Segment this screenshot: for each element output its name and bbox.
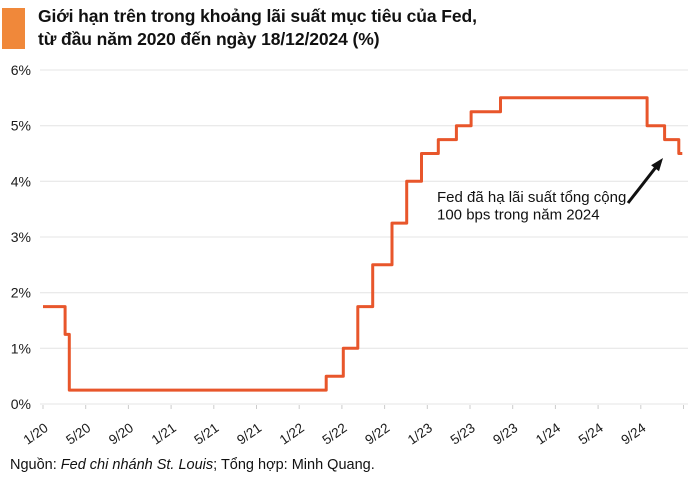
x-axis-label: 5/21: [191, 420, 221, 447]
x-axis-label: 9/23: [490, 420, 520, 447]
x-axis-label: 1/24: [533, 420, 564, 448]
x-axis-label: 1/21: [149, 420, 179, 447]
y-axis-label: 5%: [11, 118, 31, 134]
chart-title-line1: Giới hạn trên trong khoảng lãi suất mục …: [38, 6, 477, 26]
x-axis-label: 9/22: [362, 420, 392, 447]
annotation-arrow-head: [651, 158, 663, 172]
x-axis-label: 1/23: [405, 420, 435, 447]
rate-step-chart: 0% 1% 2% 3% 4% 5% 6% 1/20 5/20 9/20 1/21 5/21 9/21 1/…: [11, 62, 688, 448]
y-axis-label: 4%: [11, 173, 31, 189]
x-axis-label: 1/20: [21, 420, 51, 447]
annotation-arrow-shaft: [626, 164, 659, 204]
y-axis-label: 2%: [11, 285, 31, 301]
x-axis-label: 5/20: [63, 420, 93, 447]
y-axis-label: 0%: [11, 396, 31, 412]
x-axis-label: 5/24: [576, 420, 607, 448]
y-axis-label: 6%: [11, 62, 31, 78]
annotation-text: Fed đã hạ lãi suất tổng cộng: [437, 189, 626, 206]
source-note: Nguồn: Fed chi nhánh St. Louis; Tổng hợp…: [10, 457, 375, 473]
y-axis-label: 1%: [11, 340, 31, 356]
x-axis-label: 9/20: [106, 420, 136, 447]
source-name: Fed chi nhánh St. Louis: [60, 457, 214, 473]
source-label: Nguồn:: [10, 457, 61, 473]
annotation-text: 100 bps trong năm 2024: [437, 207, 600, 224]
y-axis-label: 3%: [11, 229, 31, 245]
x-axis-label: 9/24: [618, 420, 649, 448]
x-axis-label: 5/22: [319, 420, 349, 447]
x-axis-label: 1/22: [277, 420, 307, 447]
chart-title-line2: từ đầu năm 2020 đến ngày 18/12/2024 (%): [38, 29, 380, 49]
x-axis-label: 5/23: [448, 420, 478, 447]
source-credit: ; Tổng hợp: Minh Quang.: [213, 457, 375, 473]
accent-square: [2, 8, 25, 49]
chart-title: Giới hạn trên trong khoảng lãi suất mục …: [38, 5, 477, 51]
x-axis-label: 9/21: [234, 420, 264, 447]
rate-line: [43, 96, 683, 392]
